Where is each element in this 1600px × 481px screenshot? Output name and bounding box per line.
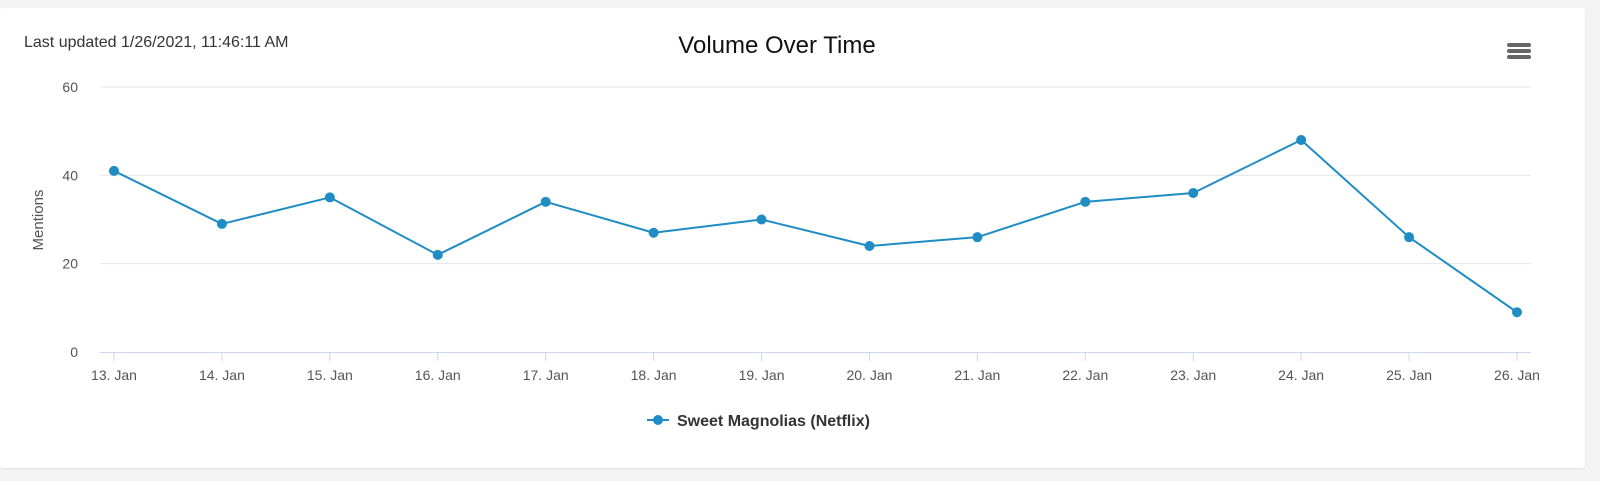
- x-axis: 13. Jan 14. Jan 15. Jan 16. Jan 17. Jan 18. J…: [91, 352, 1540, 383]
- data-point[interactable]: [216, 218, 227, 229]
- y-axis-ticks: 0 20 40 60: [62, 79, 78, 360]
- data-point[interactable]: [1512, 307, 1522, 318]
- y-tick-label: 20: [62, 256, 78, 272]
- legend-item-label[interactable]: Sweet Magnolias (Netflix): [677, 413, 870, 430]
- data-point[interactable]: [1188, 188, 1199, 198]
- x-tick-label: 13. Jan: [91, 367, 137, 383]
- data-point[interactable]: [1296, 135, 1307, 145]
- chart-title: Volume Over Time: [678, 32, 875, 59]
- x-tick-label: 26. Jan: [1494, 367, 1540, 383]
- x-tick-label: 21. Jan: [954, 367, 1000, 383]
- data-point[interactable]: [109, 165, 119, 176]
- y-tick-label: 0: [70, 344, 78, 360]
- x-tick-label: 25. Jan: [1386, 367, 1432, 383]
- last-updated-text: Last updated 1/26/2021, 11:46:11 AM: [24, 34, 289, 51]
- x-tick-label: 20. Jan: [846, 367, 892, 383]
- x-tick-label: 24. Jan: [1278, 367, 1324, 383]
- data-point[interactable]: [324, 192, 335, 203]
- data-point[interactable]: [1404, 232, 1415, 243]
- data-point[interactable]: [648, 227, 659, 238]
- gridlines: [100, 86, 1531, 265]
- hamburger-icon: [1507, 43, 1531, 47]
- x-tick-label: 23. Jan: [1170, 367, 1216, 383]
- x-tick-label: 22. Jan: [1062, 367, 1108, 383]
- data-point[interactable]: [540, 196, 551, 207]
- x-tick-label: 15. Jan: [307, 367, 353, 383]
- hamburger-icon-bar: [1507, 49, 1531, 53]
- chart-menu-button[interactable]: [1500, 36, 1534, 66]
- y-axis-title: Mentions: [30, 190, 47, 251]
- legend-marker: [653, 415, 663, 425]
- x-tick-label: 14. Jan: [199, 367, 245, 383]
- data-point[interactable]: [864, 241, 875, 251]
- legend[interactable]: Sweet Magnolias (Netflix): [647, 413, 870, 430]
- series-group: [109, 135, 1522, 318]
- data-point[interactable]: [432, 249, 443, 260]
- x-tick-label: 16. Jan: [415, 367, 461, 383]
- hamburger-icon-bar: [1507, 55, 1531, 59]
- data-point[interactable]: [756, 214, 767, 225]
- y-tick-label: 60: [62, 79, 78, 95]
- data-point[interactable]: [972, 232, 983, 243]
- x-tick-label: 19. Jan: [739, 367, 785, 383]
- x-tick-label: 18. Jan: [631, 367, 677, 383]
- chart-card: [0, 8, 1585, 468]
- x-tick-label: 17. Jan: [523, 367, 569, 383]
- y-tick-label: 40: [62, 167, 78, 183]
- series-line: [113, 139, 1518, 314]
- data-point[interactable]: [1080, 196, 1091, 207]
